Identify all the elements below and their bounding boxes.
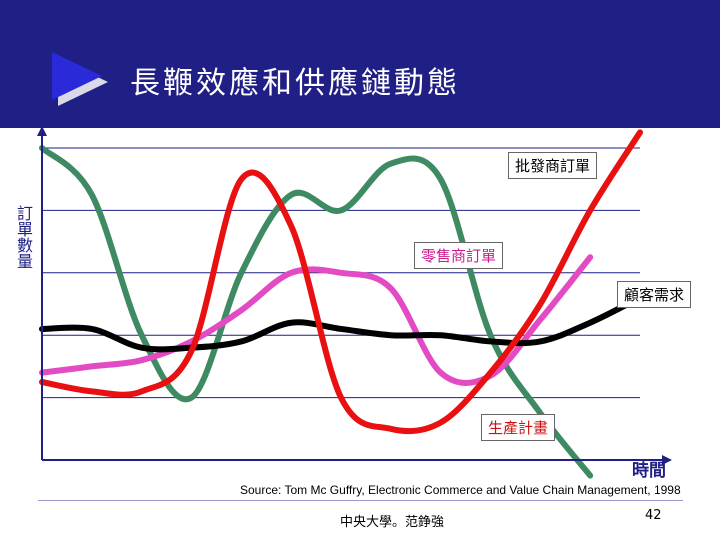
series-layer [39,129,643,479]
series-customer-demand [39,294,643,353]
label-production-plan: 生產計畫 [481,414,556,441]
title-banner [0,0,720,128]
source-citation: Source: Tom Mc Guffry, Electronic Commer… [240,483,681,497]
label-retailer-orders: 零售商訂單 [414,242,504,269]
series-production-plan [39,129,643,435]
label-customer-demand: 顧客需求 [617,281,692,308]
y-axis-label: 訂單數量 [14,205,33,269]
page-title: 長鞭效應和供應鏈動態 [130,66,460,101]
footer-author: 中央大學。范錚強 [340,515,445,530]
series-wholesaler-orders [39,145,594,479]
y-axis-arrow [37,126,47,136]
axes [37,126,672,465]
footer-divider [38,500,683,501]
page-number: 42 [645,508,662,523]
x-axis-arrow [662,455,672,465]
series-retailer-orders [39,254,594,386]
label-wholesaler-orders: 批發商訂單 [508,152,598,179]
x-axis-label: 時間 [632,461,666,481]
play-arrow-icon [52,52,108,106]
